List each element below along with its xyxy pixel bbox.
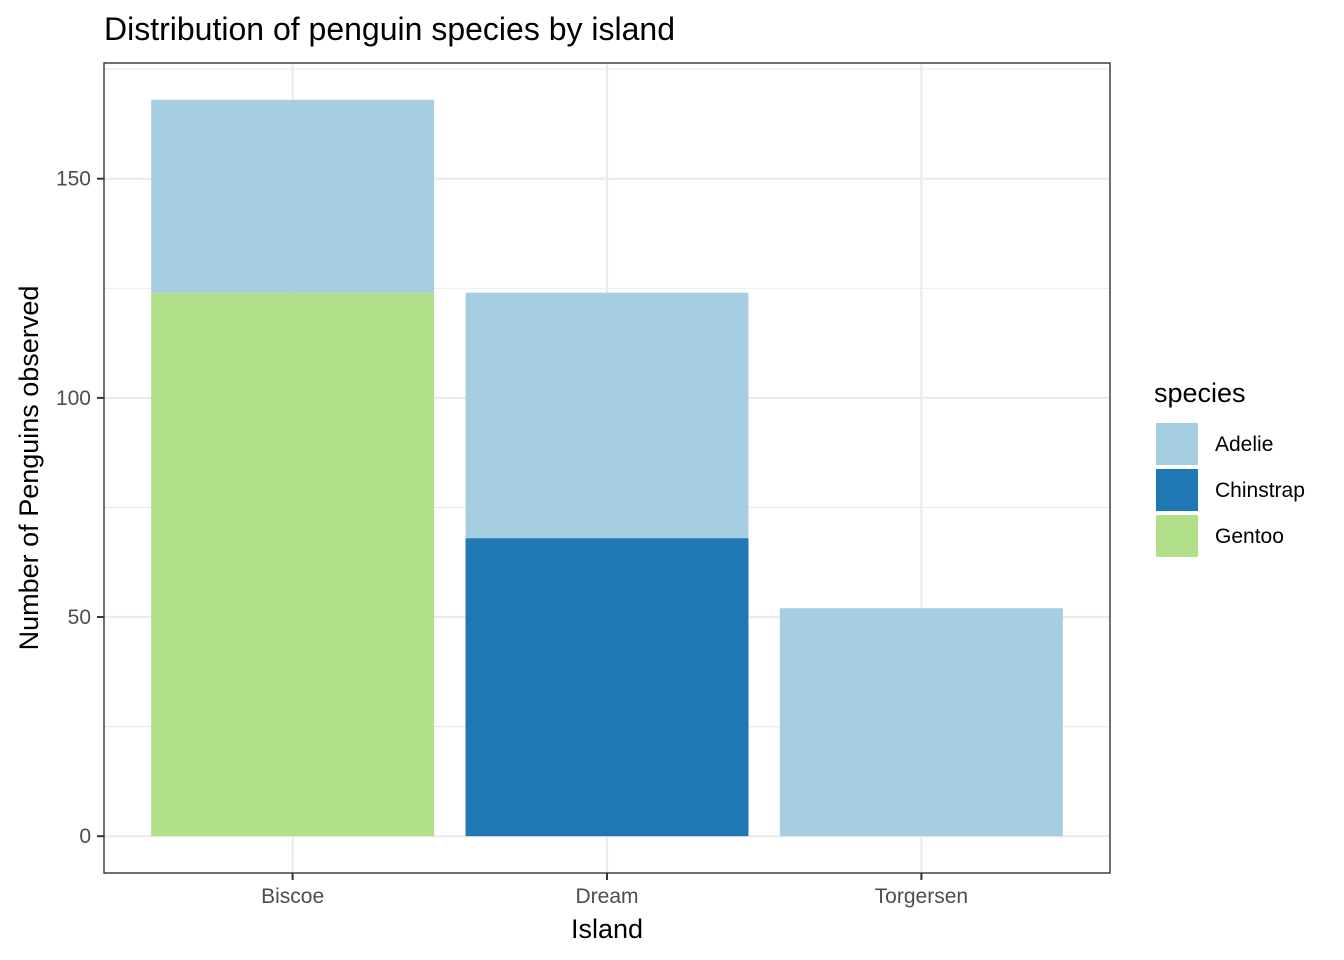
- legend-label-chinstrap: Chinstrap: [1215, 479, 1305, 502]
- bar-torgersen-adelie: [779, 608, 1063, 837]
- legend-label-gentoo: Gentoo: [1215, 525, 1284, 548]
- y-tick-label: 50: [68, 606, 91, 629]
- x-axis-title: Island: [571, 914, 643, 944]
- x-tick-label: Biscoe: [261, 885, 324, 908]
- y-axis-title: Number of Penguins observed: [14, 286, 44, 651]
- y-tick-label: 0: [79, 825, 91, 848]
- bar-dream-adelie: [465, 292, 749, 539]
- x-tick-label: Torgersen: [875, 885, 968, 908]
- bar-dream-chinstrap: [465, 538, 749, 837]
- chart-title: Distribution of penguin species by islan…: [104, 11, 675, 47]
- x-tick-label: Dream: [575, 885, 638, 908]
- plot-area: 0 50 100 150 Biscoe Dream Torgersen: [56, 62, 1111, 908]
- legend-label-adelie: Adelie: [1215, 433, 1273, 456]
- bar-biscoe-adelie: [151, 99, 435, 293]
- y-tick-label: 150: [56, 168, 91, 191]
- legend: species Adelie Chinstrap Gentoo: [1154, 378, 1305, 557]
- legend-title: species: [1154, 378, 1246, 408]
- legend-key-chinstrap: [1156, 469, 1198, 511]
- y-tick-label: 100: [56, 387, 91, 410]
- legend-key-gentoo: [1156, 515, 1198, 557]
- legend-key-adelie: [1156, 423, 1198, 465]
- bar-biscoe-gentoo: [151, 292, 435, 837]
